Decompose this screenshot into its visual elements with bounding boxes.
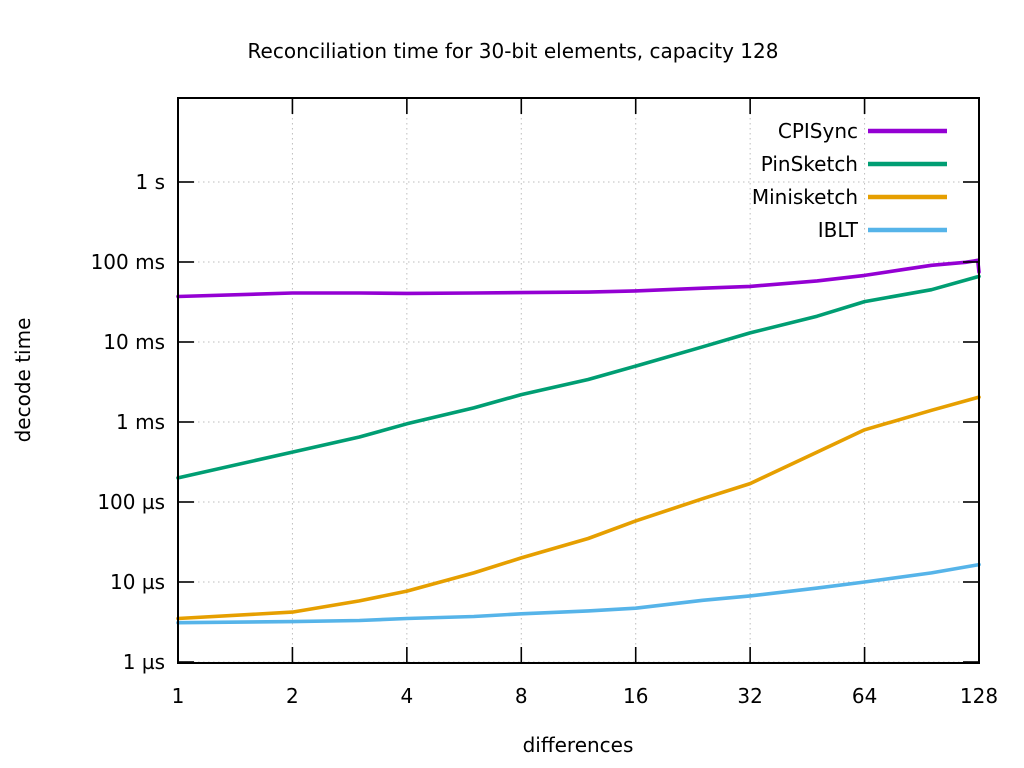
series-line-cpisync: [176, 258, 981, 299]
y-tick-label: 1 ms: [116, 410, 165, 434]
x-tick-label: 2: [286, 684, 299, 708]
y-tick-label: 100 µs: [97, 490, 165, 514]
y-tick-label: 10 µs: [110, 570, 165, 594]
x-axis-label: differences: [523, 733, 634, 757]
y-tick-label: 100 ms: [91, 250, 165, 274]
x-tick-label: 32: [737, 684, 762, 708]
legend-label: PinSketch: [761, 152, 858, 176]
tick-label-layer: 1 2 4 8 16 32 64 128 1 µs 10 µs 100 µs 1 ms 10 ms 100…: [91, 170, 999, 708]
y-tick-label: 10 ms: [103, 330, 165, 354]
x-tick-label: 8: [515, 684, 528, 708]
x-tick-label: 1: [172, 684, 185, 708]
axes-layer: [177, 97, 980, 664]
legend-label: Minisketch: [752, 185, 858, 209]
legend-entry: Minisketch: [752, 185, 947, 209]
series-line-minisketch: [176, 395, 981, 621]
series-line-pinsketch: [176, 274, 981, 480]
x-tick-label: 16: [623, 684, 648, 708]
chart-title: Reconciliation time for 30-bit elements,…: [248, 39, 779, 63]
legend-entry: PinSketch: [761, 152, 947, 176]
x-tick-label: 4: [400, 684, 413, 708]
x-tick-label: 64: [852, 684, 877, 708]
series-layer: [176, 258, 981, 625]
series-line-iblt: [176, 562, 981, 625]
plot-border: [177, 97, 980, 664]
y-tick-label: 1 s: [135, 170, 165, 194]
legend-label: CPISync: [778, 119, 858, 143]
x-tick-label: 128: [960, 684, 998, 708]
legend-label: IBLT: [818, 218, 859, 242]
y-tick-label: 1 µs: [123, 650, 165, 674]
chart-legend: CPISync PinSketch Minisketch IBLT: [752, 119, 947, 242]
legend-entry: CPISync: [778, 119, 947, 143]
legend-entry: IBLT: [818, 218, 947, 242]
y-axis-label: decode time: [11, 318, 35, 443]
